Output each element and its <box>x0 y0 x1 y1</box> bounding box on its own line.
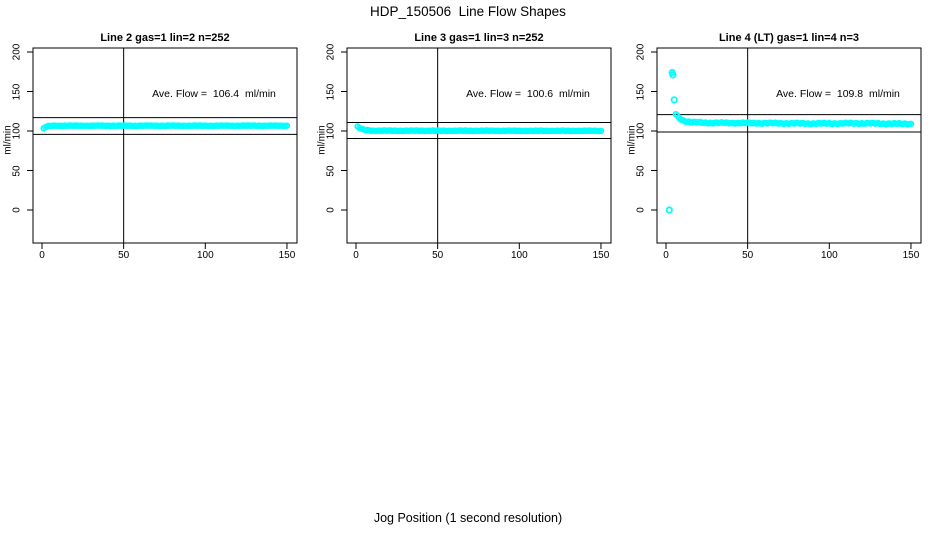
y-tick-label: 200 <box>11 43 23 61</box>
plot-box <box>346 47 612 244</box>
ave-flow-annotation: Ave. Flow = 109.8 ml/min <box>776 88 900 100</box>
x-tick-label: 0 <box>663 250 669 261</box>
y-tick-label: 0 <box>325 207 337 213</box>
y-tick-label: 150 <box>325 83 337 100</box>
x-tick-label: 150 <box>902 250 920 261</box>
x-tick-label: 50 <box>742 250 754 261</box>
panel-1 <box>27 47 298 249</box>
y-tick-label: 150 <box>635 83 647 100</box>
x-tick-label: 50 <box>118 250 130 261</box>
panel-2 <box>341 47 612 249</box>
y-tick-label: 150 <box>11 83 23 100</box>
x-tick-label: 150 <box>592 250 610 261</box>
y-tick-label: 200 <box>325 43 337 61</box>
x-tick-label: 50 <box>432 250 444 261</box>
y-tick-label: 0 <box>11 207 23 213</box>
y-tick-label: 0 <box>635 207 647 213</box>
ave-flow-annotation: Ave. Flow = 100.6 ml/min <box>466 88 590 100</box>
data-points <box>665 68 915 214</box>
y-tick-label: 200 <box>635 43 647 61</box>
y-axis-title: ml/min <box>626 125 638 155</box>
panel-title: Line 3 gas=1 lin=3 n=252 <box>414 32 544 44</box>
y-axis-title: ml/min <box>2 125 14 155</box>
x-tick-label: 100 <box>510 250 528 261</box>
panel-title: Line 4 (LT) gas=1 lin=4 n=3 <box>718 32 860 44</box>
figure-title: HDP_150506 Line Flow Shapes <box>370 4 566 19</box>
x-tick-label: 0 <box>39 250 45 261</box>
x-tick-label: 100 <box>196 250 214 261</box>
panel-title: Line 2 gas=1 lin=2 n=252 <box>100 32 230 44</box>
x-axis-title: Jog Position (1 second resolution) <box>373 511 563 525</box>
data-points <box>40 122 291 132</box>
plot-box <box>32 47 298 244</box>
y-axis-title: ml/min <box>316 125 328 155</box>
y-tick-label: 50 <box>635 164 647 177</box>
panel-3 <box>651 47 922 249</box>
y-tick-label: 50 <box>11 164 23 177</box>
data-points <box>354 123 605 135</box>
x-tick-label: 150 <box>278 250 296 261</box>
plot-box <box>656 47 922 244</box>
ave-flow-annotation: Ave. Flow = 106.4 ml/min <box>152 88 276 100</box>
x-tick-label: 100 <box>820 250 838 261</box>
x-tick-label: 0 <box>353 250 359 261</box>
y-tick-label: 50 <box>325 164 337 177</box>
